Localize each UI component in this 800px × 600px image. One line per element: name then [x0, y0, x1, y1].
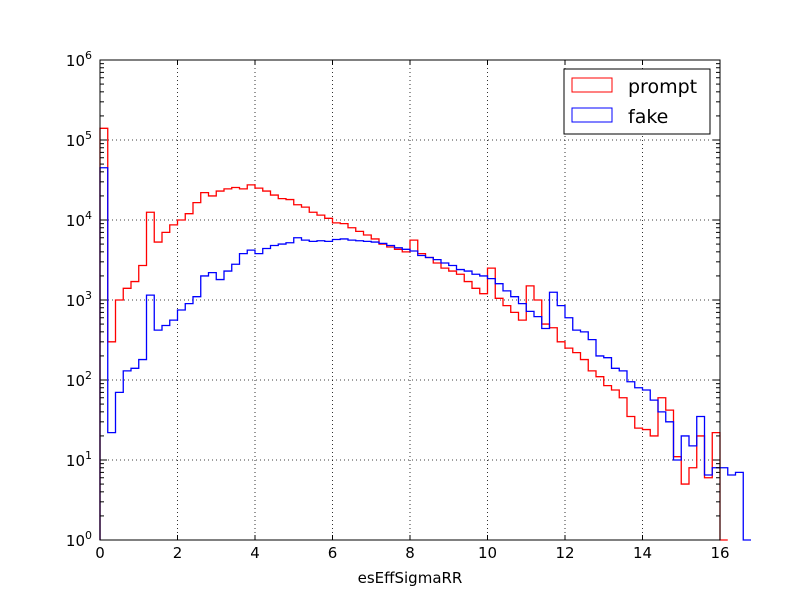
legend: prompt fake [563, 68, 711, 135]
y-tick-label-base: 10 [66, 532, 85, 550]
series-fake-step-line [99, 167, 751, 541]
legend-swatch-fake [571, 107, 613, 123]
y-tick-label: 103 [66, 289, 92, 310]
y-tick-label-exponent: 3 [85, 289, 92, 302]
y-tick-label-exponent: 0 [85, 529, 92, 542]
y-tick-label-base: 10 [66, 372, 85, 390]
legend-label-prompt: prompt [628, 76, 697, 98]
legend-frame [563, 68, 711, 135]
x-tick-label: 8 [405, 544, 415, 562]
x-tick-label: 6 [328, 544, 338, 562]
x-tick-label: 2 [173, 544, 183, 562]
y-tick-label: 100 [66, 529, 92, 550]
y-tick-label: 102 [66, 369, 92, 390]
y-tick-label: 101 [66, 449, 92, 470]
x-tick-label: 0 [95, 544, 105, 562]
y-tick-label-base: 10 [66, 212, 85, 230]
y-tick-label-base: 10 [66, 292, 85, 310]
x-tick-label: 10 [478, 544, 497, 562]
x-tick-label: 12 [555, 544, 574, 562]
y-tick-label-base: 10 [66, 132, 85, 150]
y-tick-label: 104 [66, 209, 92, 230]
x-tick-label: 14 [633, 544, 652, 562]
y-tick-label-exponent: 6 [85, 49, 92, 62]
legend-swatch-prompt [571, 77, 613, 93]
grid [99, 59, 721, 541]
y-tick-label-exponent: 5 [85, 129, 92, 142]
y-tick-label-base: 10 [66, 452, 85, 470]
x-axis-label: esEffSigmaRR [358, 569, 463, 587]
y-tick-label: 105 [66, 129, 92, 150]
x-tick-label: 16 [710, 544, 729, 562]
x-tick-label: 4 [250, 544, 260, 562]
series-prompt-step-line [99, 127, 728, 541]
series-layer [99, 127, 751, 541]
y-tick-label-exponent: 1 [85, 449, 92, 462]
y-tick-label-exponent: 2 [85, 369, 92, 382]
y-tick-label-exponent: 4 [85, 209, 92, 222]
y-tick-label-base: 10 [66, 52, 85, 70]
legend-label-fake: fake [628, 106, 668, 128]
y-tick-label: 106 [66, 49, 92, 70]
